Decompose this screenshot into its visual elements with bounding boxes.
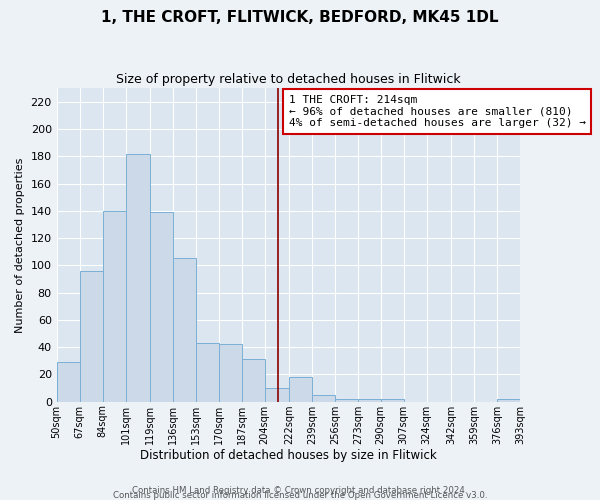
Y-axis label: Number of detached properties: Number of detached properties: [15, 157, 25, 332]
Text: 1, THE CROFT, FLITWICK, BEDFORD, MK45 1DL: 1, THE CROFT, FLITWICK, BEDFORD, MK45 1D…: [101, 10, 499, 25]
Bar: [125, 154, 150, 402]
Bar: [150, 212, 173, 402]
Bar: [497, 399, 520, 402]
Bar: [80, 271, 103, 402]
Bar: [289, 377, 312, 402]
Bar: [381, 399, 404, 402]
Bar: [103, 211, 125, 402]
Bar: [312, 395, 335, 402]
Bar: [358, 399, 381, 402]
X-axis label: Distribution of detached houses by size in Flitwick: Distribution of detached houses by size …: [140, 450, 437, 462]
Title: Size of property relative to detached houses in Flitwick: Size of property relative to detached ho…: [116, 72, 461, 86]
Bar: [56, 362, 80, 402]
Bar: [219, 344, 242, 402]
Bar: [265, 388, 289, 402]
Bar: [335, 399, 358, 402]
Bar: [242, 360, 265, 402]
Text: 1 THE CROFT: 214sqm
← 96% of detached houses are smaller (810)
4% of semi-detach: 1 THE CROFT: 214sqm ← 96% of detached ho…: [289, 95, 586, 128]
Text: Contains public sector information licensed under the Open Government Licence v3: Contains public sector information licen…: [113, 490, 487, 500]
Text: Contains HM Land Registry data © Crown copyright and database right 2024.: Contains HM Land Registry data © Crown c…: [132, 486, 468, 495]
Bar: [173, 258, 196, 402]
Bar: [196, 343, 219, 402]
